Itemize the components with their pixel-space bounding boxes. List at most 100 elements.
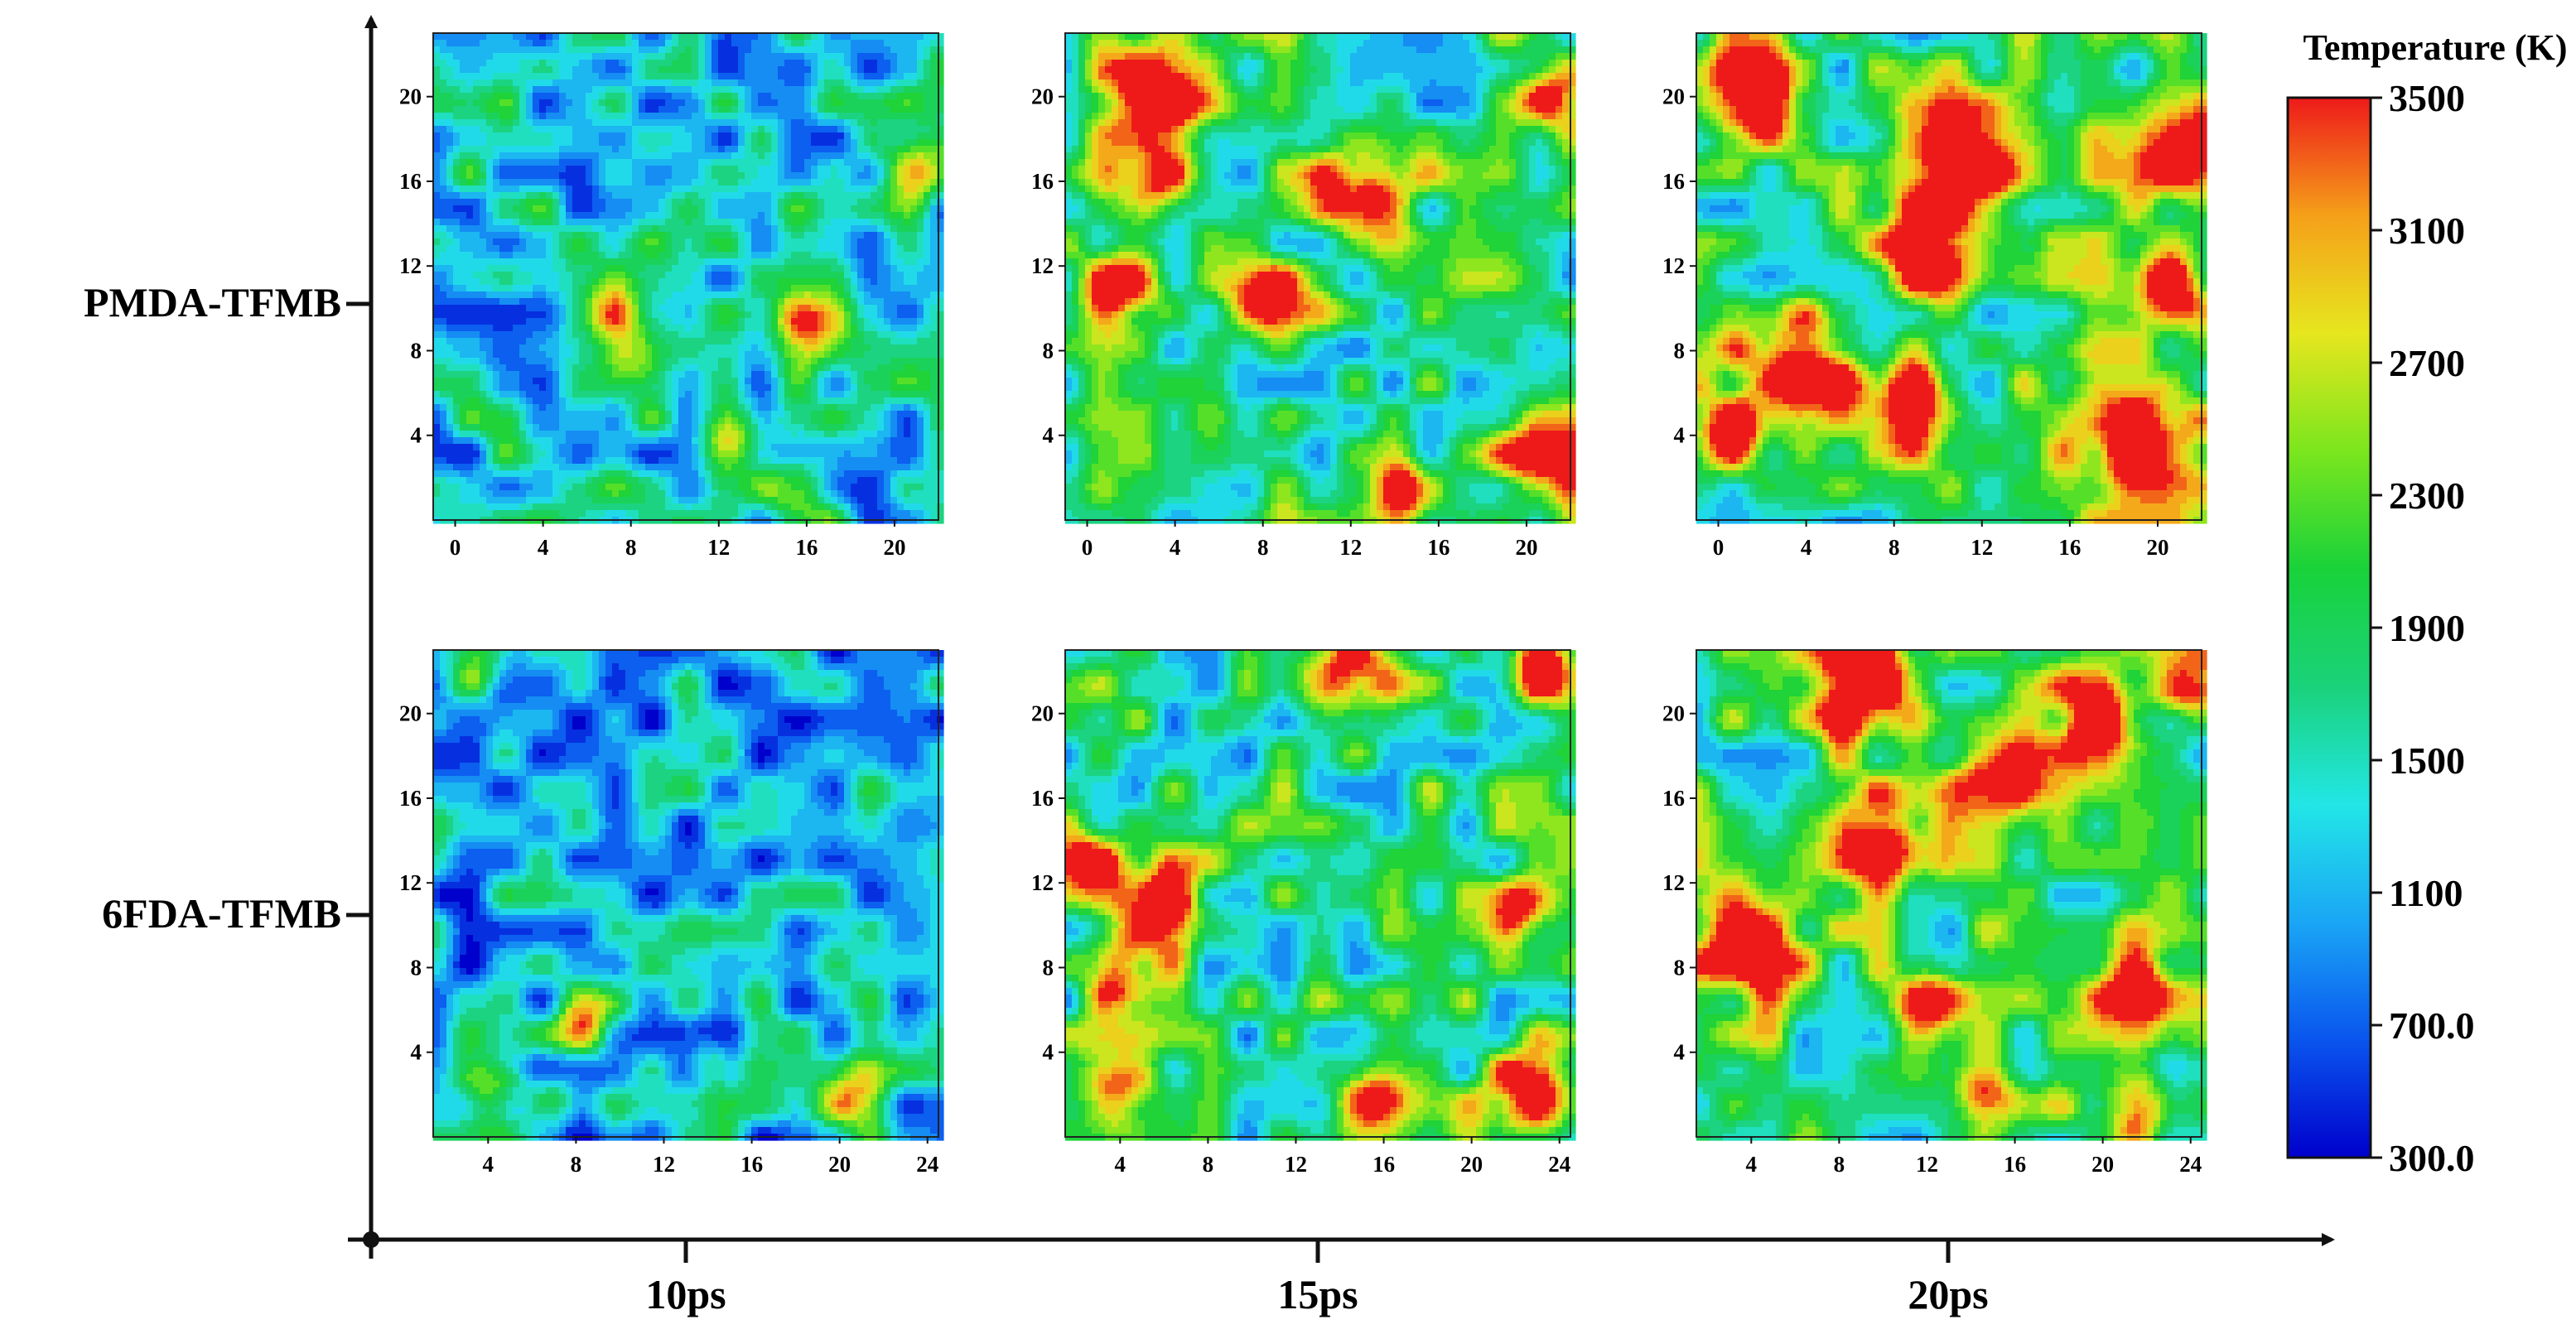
heatmap-cell: [831, 79, 838, 87]
heatmap-cell: [725, 185, 732, 193]
heatmap-cell: [440, 93, 447, 100]
heatmap-cell: [725, 40, 732, 47]
heatmap-cell: [758, 199, 765, 206]
heatmap-cell: [619, 60, 626, 67]
heatmap-cell: [519, 179, 527, 186]
heatmap-cell: [917, 139, 924, 147]
heatmap-cell: [930, 278, 938, 286]
heatmap-cell: [698, 285, 706, 292]
heatmap-cell: [486, 40, 494, 47]
heatmap-cell: [499, 272, 507, 279]
heatmap-cell: [791, 146, 798, 153]
heatmap-cell: [592, 53, 600, 60]
heatmap-cell: [698, 99, 706, 107]
heatmap-cell: [811, 252, 818, 259]
heatmap-cell: [831, 53, 838, 60]
heatmap-cell: [784, 192, 792, 200]
heatmap-cell: [466, 119, 474, 127]
heatmap-cell: [678, 179, 686, 186]
heatmap-cell: [453, 219, 461, 226]
heatmap-cell: [844, 245, 851, 253]
heatmap-cell: [712, 298, 719, 306]
heatmap-cell: [831, 179, 838, 186]
heatmap-cell: [718, 285, 726, 292]
heatmap-cell: [566, 311, 573, 319]
heatmap-cell: [533, 225, 540, 233]
heatmap-cell: [639, 126, 646, 133]
heatmap-cell: [519, 60, 527, 67]
heatmap-cell: [506, 272, 514, 279]
heatmap-cell: [804, 238, 812, 246]
heatmap-cell: [771, 258, 779, 266]
heatmap-cell: [519, 298, 527, 306]
heatmap-cell: [572, 159, 580, 166]
heatmap-cell: [579, 139, 586, 147]
heatmap-cell: [579, 338, 586, 345]
heatmap-cell: [433, 311, 441, 319]
heatmap-cell: [526, 33, 533, 41]
heatmap-cell: [890, 258, 898, 266]
heatmap-cell: [784, 278, 792, 286]
heatmap-cell: [652, 192, 659, 200]
heatmap-cell: [890, 331, 898, 339]
heatmap-cell: [493, 86, 500, 94]
heatmap-cell: [639, 298, 646, 306]
heatmap-cell: [499, 265, 507, 272]
heatmap-cell: [625, 66, 633, 74]
heatmap-cell: [433, 60, 441, 67]
heatmap-cell: [924, 338, 931, 345]
heatmap-cell: [632, 205, 639, 213]
heatmap-cell: [692, 139, 699, 147]
heatmap-cell: [473, 40, 480, 47]
heatmap-cell: [784, 205, 792, 213]
heatmap-cell: [784, 238, 792, 246]
heatmap-cell: [533, 132, 540, 140]
heatmap-cell: [910, 232, 918, 239]
heatmap-cell: [824, 272, 832, 279]
heatmap-cell: [519, 192, 527, 200]
heatmap-cell: [884, 139, 891, 147]
heatmap-cell: [725, 53, 732, 60]
heatmap-cell: [718, 291, 726, 299]
heatmap-cell: [446, 298, 454, 306]
heatmap-cell: [473, 311, 480, 319]
heatmap-cell: [559, 278, 567, 286]
heatmap-cell: [440, 106, 447, 113]
heatmap-cell: [592, 126, 600, 133]
heatmap-cell: [605, 278, 613, 286]
heatmap-cell: [864, 139, 871, 147]
heatmap-cell: [778, 146, 785, 153]
heatmap-cell: [599, 252, 606, 259]
heatmap-cell: [526, 311, 533, 319]
heatmap-cell: [672, 192, 679, 200]
heatmap-cell: [818, 166, 825, 173]
heatmap-cell: [804, 159, 812, 166]
heatmap-cell: [513, 258, 520, 266]
heatmap-cell: [857, 265, 865, 272]
heatmap-cell: [526, 238, 533, 246]
heatmap-cell: [539, 40, 547, 47]
heatmap-cell: [851, 53, 858, 60]
heatmap-cell: [433, 139, 441, 147]
heatmap-cell: [605, 252, 613, 259]
heatmap-cell: [851, 99, 858, 107]
heatmap-cell: [758, 272, 765, 279]
heatmap-cell: [453, 166, 461, 173]
heatmap-cell: [506, 318, 514, 325]
heatmap-cell: [658, 338, 666, 345]
heatmap-cell: [506, 258, 514, 266]
heatmap-cell: [771, 305, 779, 312]
heatmap-cell: [493, 344, 500, 352]
heatmap-cell: [738, 185, 745, 193]
heatmap-cell: [572, 305, 580, 312]
heatmap-cell: [731, 40, 739, 47]
heatmap-cell: [890, 338, 898, 345]
heatmap-cell: [678, 265, 686, 272]
heatmap-cell: [924, 258, 931, 266]
heatmap-cell: [466, 139, 474, 147]
heatmap-cell: [837, 278, 845, 286]
heatmap-cell: [586, 305, 593, 312]
heatmap-cell: [930, 132, 938, 140]
heatmap-cell: [784, 66, 792, 74]
heatmap-cell: [924, 179, 931, 186]
